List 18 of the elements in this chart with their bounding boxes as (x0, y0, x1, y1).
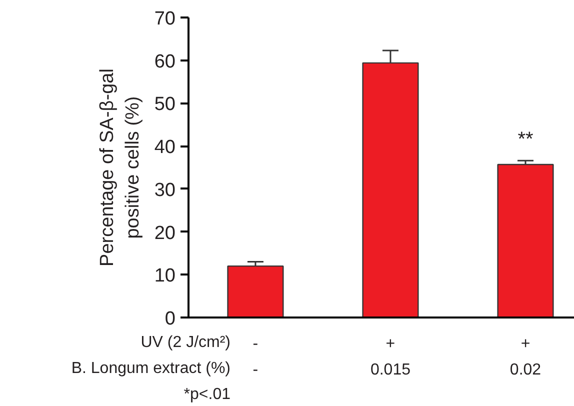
y-tick-label: 40 (154, 137, 176, 158)
text: *p<.01 (184, 386, 231, 403)
bar (497, 164, 554, 318)
y-tick-label: 0 (164, 308, 176, 330)
y-tick-label: 20 (154, 222, 176, 244)
y-axis-title: Percentage of SA-β-gal positive cells (%) (97, 68, 144, 266)
x-tick-label: - - (252, 336, 258, 378)
y-tick-label: 70 (154, 8, 176, 30)
text: UV (2 J/cm²) (140, 334, 231, 351)
y-tick-label: 50 (154, 94, 176, 116)
text: B. Longum extract (%) (71, 360, 230, 377)
bar (227, 265, 284, 318)
x-tick-label: + 0.015 (370, 336, 411, 378)
x-tick-label: + 0.02 (510, 336, 542, 378)
y-tick-label: 10 (154, 266, 176, 287)
y-tick-label: 30 (154, 180, 176, 201)
y-tick-label: 60 (154, 51, 176, 72)
data-label: ** (518, 128, 534, 151)
